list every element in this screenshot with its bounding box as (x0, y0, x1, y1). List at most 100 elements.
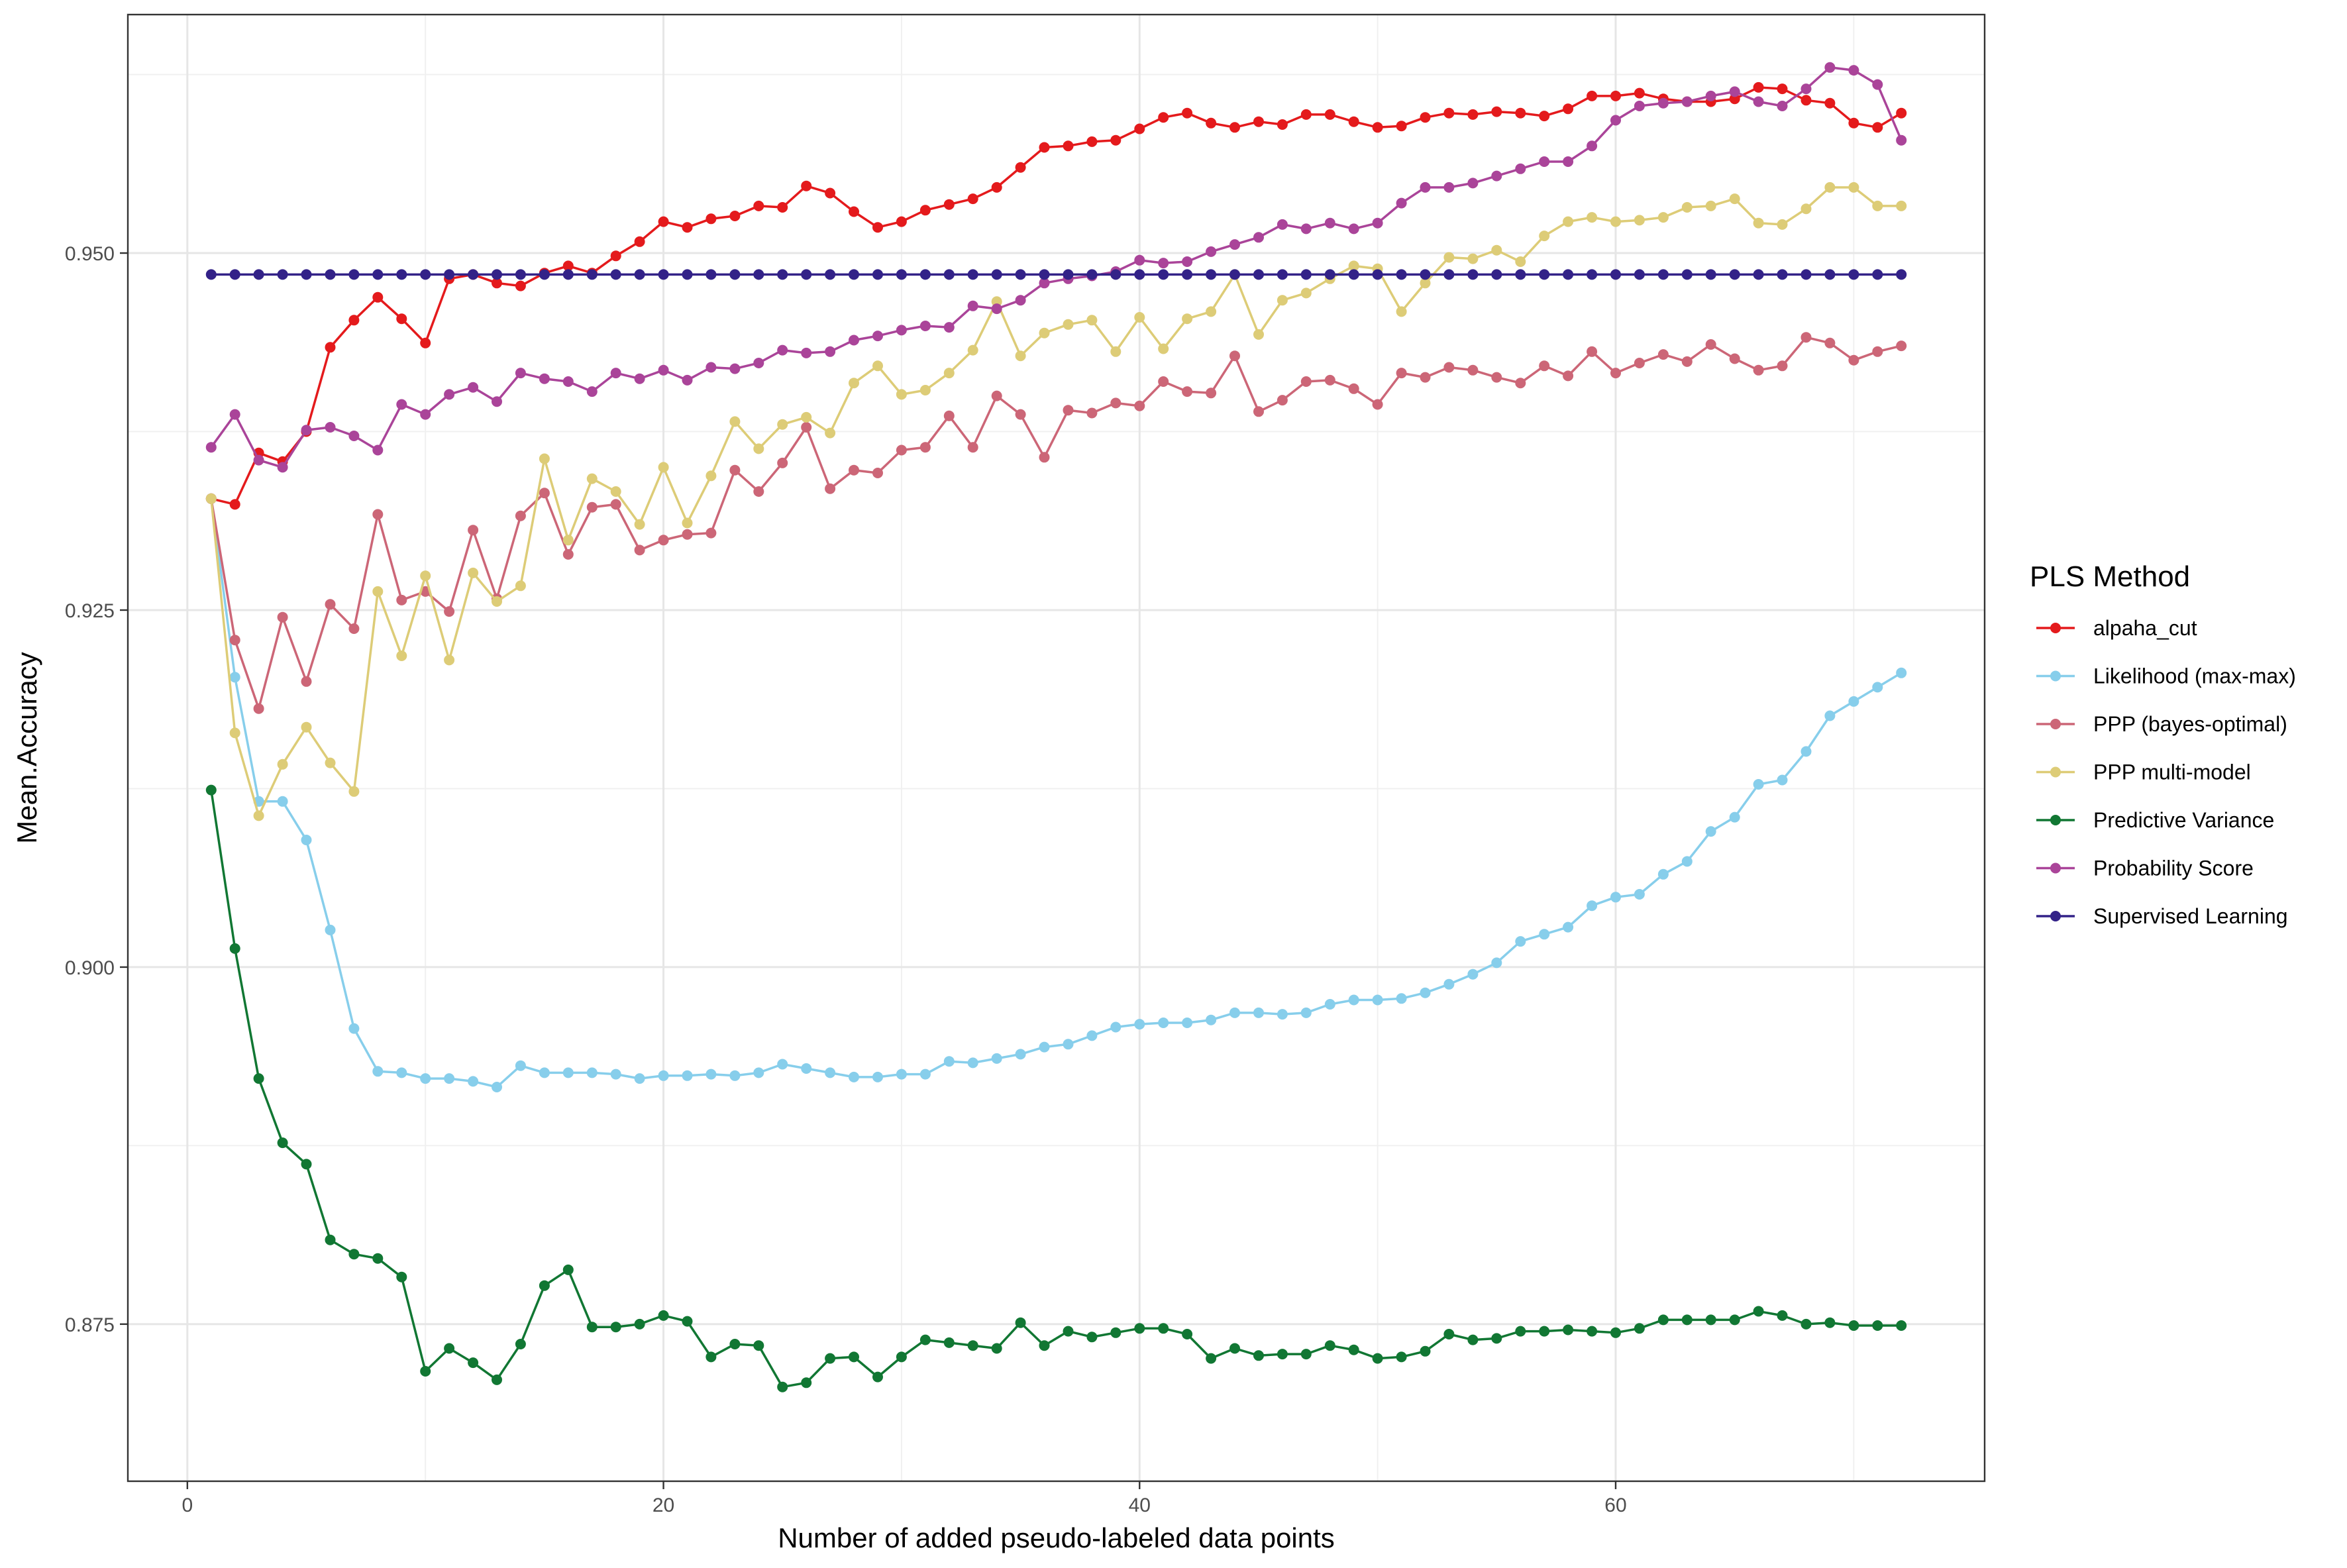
data-point (396, 313, 407, 325)
data-point (634, 269, 645, 280)
data-point (1348, 260, 1359, 272)
data-point (1372, 1353, 1383, 1364)
data-point (753, 269, 764, 280)
data-point (1063, 319, 1074, 330)
data-point (1896, 1320, 1907, 1331)
data-point (1158, 269, 1169, 280)
data-point (277, 796, 288, 807)
data-point (1777, 83, 1788, 95)
data-point (1872, 122, 1883, 133)
y-tick-label: 0.875 (65, 1314, 115, 1336)
data-point (1491, 269, 1502, 280)
series-ppp-bayes-optimal (205, 332, 1907, 714)
data-point (1158, 1018, 1169, 1028)
data-point (1800, 203, 1812, 215)
legend-key-point (2050, 623, 2061, 633)
x-tick-label: 0 (182, 1494, 193, 1516)
data-point (1300, 269, 1312, 280)
data-point (1158, 343, 1169, 354)
data-point (539, 488, 550, 499)
data-point (1824, 182, 1836, 193)
data-point (610, 499, 621, 510)
legend-label: Probability Score (2093, 857, 2254, 880)
data-point (1443, 252, 1455, 263)
data-point (372, 269, 384, 280)
data-point (1515, 378, 1526, 389)
data-point (705, 470, 717, 482)
data-point (1587, 140, 1598, 152)
data-point (1396, 269, 1407, 280)
data-point (1563, 269, 1574, 280)
data-point (729, 1070, 741, 1081)
data-point (396, 1067, 407, 1078)
data-point (515, 269, 526, 280)
data-point (325, 342, 336, 353)
data-point (1300, 287, 1312, 299)
data-point (1872, 269, 1883, 280)
data-point (682, 1316, 693, 1327)
data-point (301, 269, 312, 280)
data-point (1420, 372, 1431, 383)
data-point (1253, 1350, 1264, 1361)
data-point (1134, 123, 1145, 134)
data-point (682, 269, 693, 280)
data-point (420, 570, 431, 582)
data-point (1539, 269, 1550, 280)
data-point (705, 213, 717, 225)
data-point (1182, 386, 1193, 397)
data-point (372, 1066, 384, 1077)
data-point (1729, 811, 1740, 823)
data-point (1681, 202, 1693, 213)
data-point (1277, 219, 1288, 230)
data-point (348, 269, 360, 280)
legend-item: PPP (bayes-optimal) (2036, 712, 2287, 736)
data-point (777, 1059, 788, 1070)
data-point (705, 362, 717, 373)
data-point (1848, 65, 1859, 76)
data-point (1253, 406, 1264, 417)
data-point (1277, 295, 1288, 306)
data-point (1753, 1306, 1764, 1317)
data-point (1587, 346, 1598, 357)
data-point (1372, 399, 1383, 410)
data-point (539, 1280, 550, 1291)
data-point (1300, 223, 1312, 235)
data-point (444, 269, 455, 280)
data-point (1515, 1326, 1526, 1337)
data-point (1253, 329, 1264, 340)
data-point (1872, 200, 1883, 211)
data-point (1872, 79, 1883, 90)
data-point (610, 269, 621, 280)
data-point (1753, 96, 1764, 107)
data-point (1182, 256, 1193, 267)
series-supervised-learning (205, 269, 1907, 280)
data-point (1134, 254, 1145, 266)
data-point (610, 486, 621, 497)
data-point (682, 1070, 693, 1081)
legend-item: Likelihood (max-max) (2036, 664, 2296, 688)
legend-key-point (2050, 719, 2061, 729)
data-point (1206, 388, 1217, 399)
data-point (872, 360, 883, 372)
data-point (658, 364, 669, 376)
data-point (919, 269, 931, 280)
data-point (1777, 1310, 1788, 1321)
legend-item: alpaha_cut (2036, 616, 2197, 640)
data-point (634, 373, 645, 384)
data-point (420, 1366, 431, 1377)
legend-item: Probability Score (2036, 857, 2254, 880)
data-point (1467, 968, 1479, 980)
data-point (658, 1070, 669, 1081)
x-axis-title: Number of added pseudo-labeled data poin… (778, 1522, 1335, 1553)
data-point (1681, 856, 1693, 867)
data-point (348, 431, 360, 441)
data-point (1372, 269, 1383, 280)
data-point (705, 269, 717, 280)
data-point (1396, 993, 1407, 1004)
data-point (729, 269, 741, 280)
legend-key-point (2050, 670, 2061, 682)
data-point (396, 399, 407, 410)
data-point (919, 321, 931, 331)
